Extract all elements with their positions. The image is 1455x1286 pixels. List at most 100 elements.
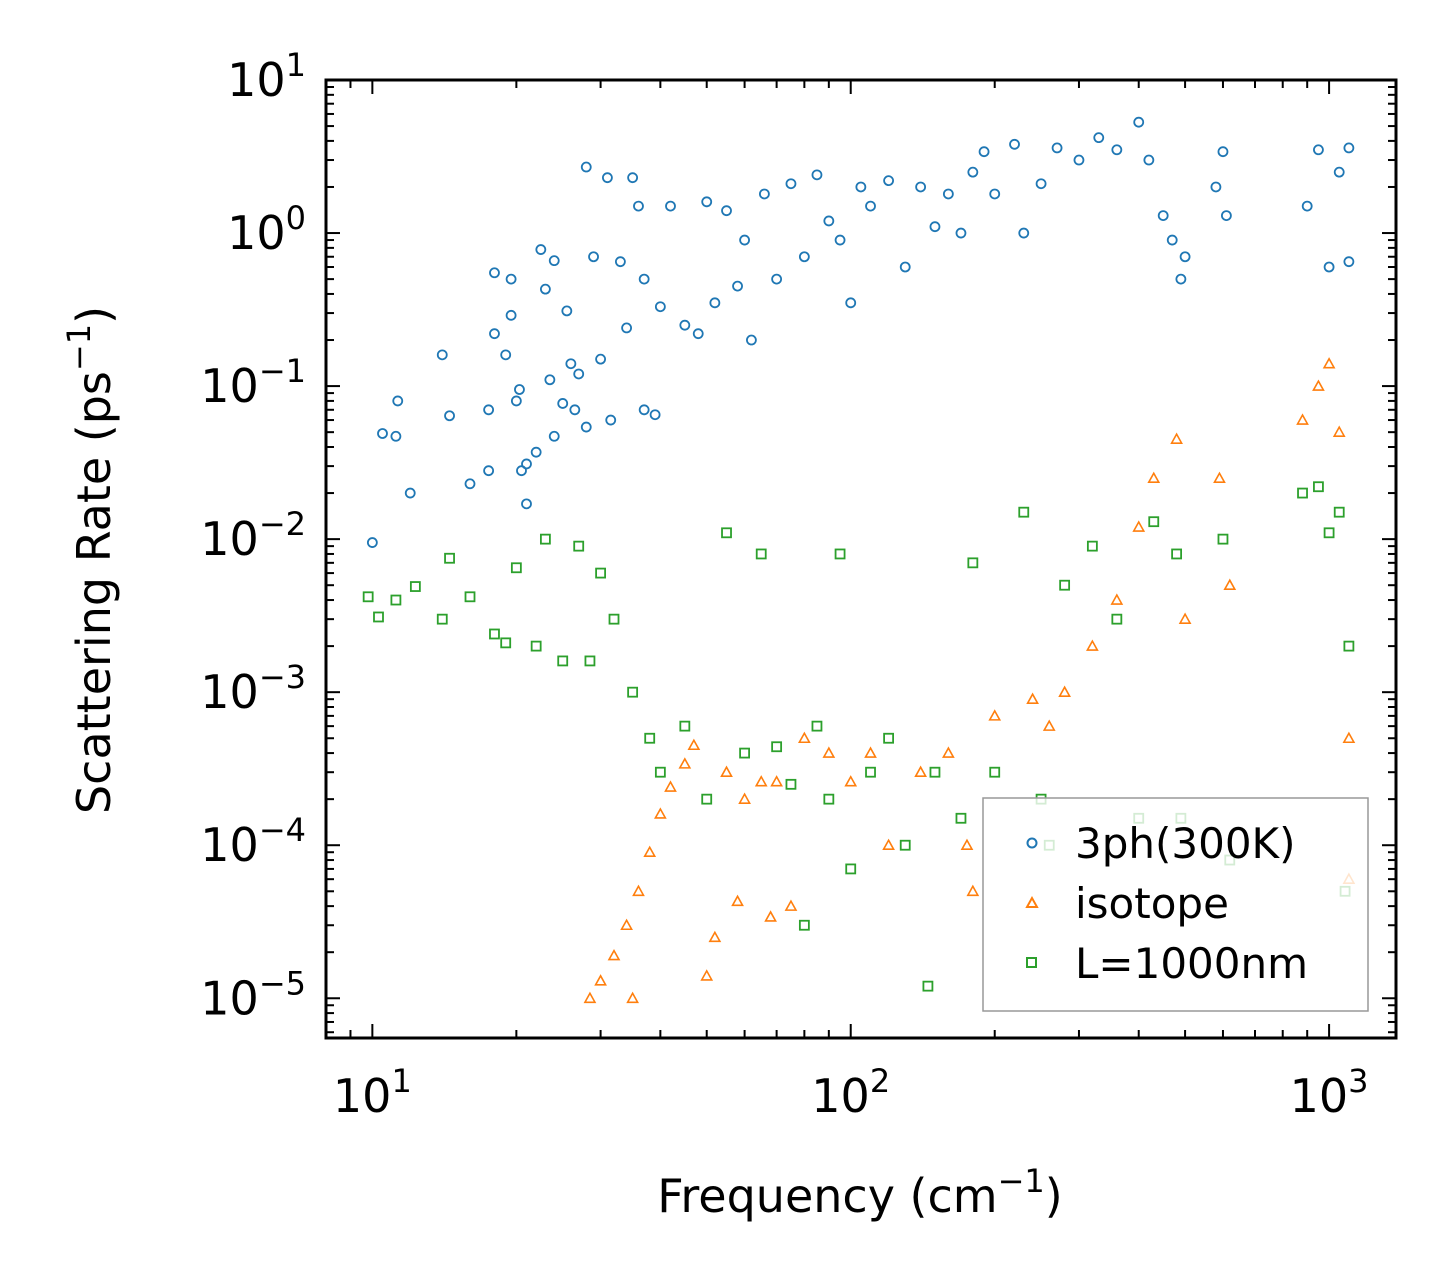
point-3ph: [721, 205, 732, 217]
legend: 3ph(300K) isotope L=1000nm: [982, 797, 1369, 1012]
point-3ph: [709, 297, 721, 309]
point-boundary: [1111, 613, 1123, 625]
point-isotope: [882, 838, 895, 851]
point-3ph: [500, 349, 512, 361]
point-3ph: [758, 188, 770, 200]
point-3ph: [955, 227, 967, 239]
point-3ph: [989, 188, 1001, 200]
point-isotope: [864, 746, 877, 758]
legend-marker-isotope: [1025, 895, 1039, 908]
point-boundary: [1297, 487, 1308, 499]
point-boundary: [1171, 548, 1183, 560]
point-3ph: [665, 200, 676, 212]
point-3ph: [1009, 138, 1020, 150]
point-3ph: [489, 328, 500, 340]
point-3ph: [739, 234, 750, 246]
point-3ph: [483, 404, 495, 416]
point-3ph: [1051, 142, 1063, 154]
y-tick-label: 10−3: [200, 658, 306, 719]
y-tick-label: 10−1: [200, 352, 306, 413]
point-3ph: [785, 178, 797, 190]
point-boundary: [1059, 579, 1071, 591]
point-isotope: [844, 775, 858, 787]
point-3ph: [514, 384, 525, 395]
series-group: [362, 116, 1356, 1004]
point-3ph: [377, 428, 388, 439]
point-3ph: [544, 374, 556, 386]
point-3ph: [489, 267, 500, 279]
point-3ph: [444, 410, 455, 422]
point-3ph: [548, 255, 560, 267]
point-boundary: [1343, 640, 1355, 652]
point-3ph: [505, 273, 517, 285]
point-3ph: [633, 200, 644, 212]
y-tick-label: 100: [227, 199, 306, 260]
legend-marker-boundary: [1026, 957, 1037, 968]
point-isotope: [1332, 425, 1346, 437]
y-tick-label: 10−2: [200, 505, 306, 566]
point-boundary: [373, 611, 384, 623]
x-axis-label: Frequency (cm−1): [657, 1162, 1062, 1223]
point-boundary: [845, 863, 857, 875]
point-3ph: [505, 309, 517, 321]
point-isotope: [988, 709, 1002, 721]
point-boundary: [362, 591, 374, 603]
point-isotope: [1322, 357, 1336, 369]
point-3ph: [1220, 210, 1232, 222]
point-isotope: [1296, 413, 1309, 425]
point-isotope: [708, 930, 722, 943]
point-3ph: [1157, 210, 1169, 222]
y-tick-label: 10−4: [200, 811, 306, 872]
point-3ph: [1018, 227, 1030, 239]
point-3ph: [464, 478, 476, 490]
point-3ph: [732, 280, 743, 292]
point-isotope: [822, 746, 836, 758]
point-isotope: [1170, 432, 1183, 444]
point-3ph: [535, 244, 547, 255]
point-3ph: [746, 334, 757, 346]
point-3ph: [614, 256, 626, 268]
point-3ph: [1301, 200, 1313, 212]
point-3ph: [679, 319, 691, 331]
point-3ph: [1093, 132, 1105, 144]
point-boundary: [739, 747, 750, 759]
point-3ph: [1073, 154, 1085, 166]
point-3ph: [899, 261, 911, 273]
point-3ph: [580, 421, 592, 433]
point-3ph: [1210, 181, 1222, 193]
point-3ph: [539, 283, 551, 295]
point-isotope: [626, 991, 639, 1004]
point-boundary: [595, 567, 606, 579]
point-3ph: [565, 358, 577, 370]
legend-box: [982, 797, 1369, 1012]
point-boundary: [557, 655, 569, 667]
point-boundary: [922, 980, 934, 992]
plot-frame: [324, 78, 1398, 1040]
point-3ph: [798, 251, 810, 263]
point-boundary: [1148, 516, 1160, 528]
point-3ph: [978, 146, 990, 158]
point-boundary: [771, 741, 783, 753]
point-3ph: [1343, 256, 1355, 268]
point-isotope: [738, 792, 751, 804]
point-boundary: [489, 628, 500, 640]
point-isotope: [664, 780, 677, 792]
point-isotope: [1223, 578, 1237, 591]
point-boundary: [1333, 506, 1345, 518]
point-isotope: [1058, 685, 1071, 697]
point-boundary: [444, 552, 455, 564]
point-isotope: [678, 757, 692, 769]
point-isotope: [784, 899, 798, 911]
y-tick-label: 10−5: [200, 964, 306, 1025]
point-boundary: [834, 548, 846, 560]
point-3ph: [627, 172, 639, 184]
point-boundary: [755, 548, 767, 560]
point-3ph: [915, 181, 927, 193]
point-3ph: [1333, 166, 1345, 178]
point-3ph: [771, 273, 783, 285]
point-3ph: [605, 414, 617, 426]
point-boundary: [1217, 533, 1229, 545]
point-isotope: [770, 775, 783, 787]
point-3ph: [602, 172, 613, 184]
point-3ph: [649, 409, 661, 421]
